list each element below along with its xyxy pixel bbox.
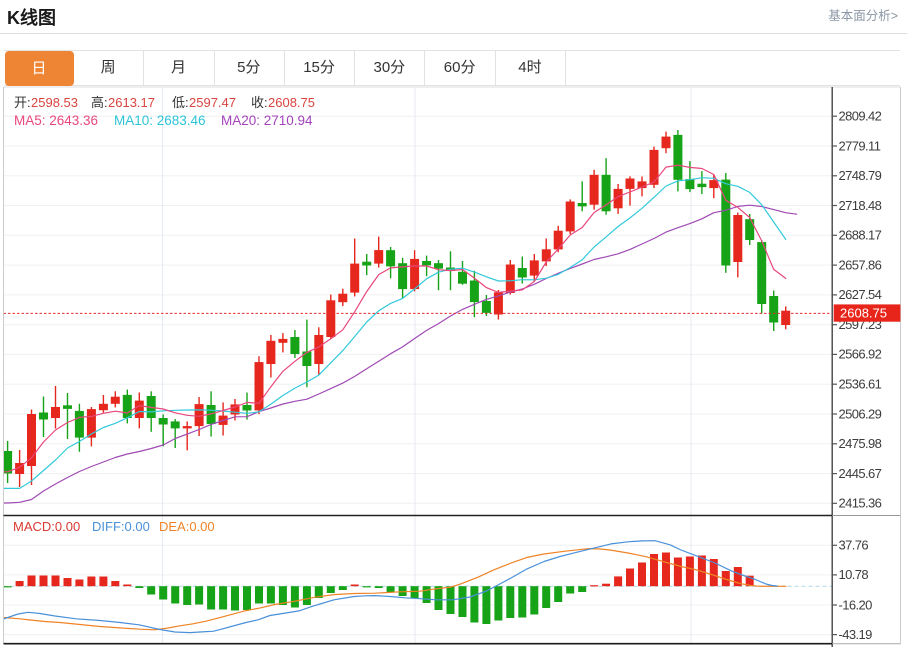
svg-text:2536.61: 2536.61	[839, 377, 882, 392]
svg-text:2608.75: 2608.75	[268, 95, 315, 110]
svg-text:2415.36: 2415.36	[839, 496, 882, 511]
svg-text:2598.53: 2598.53	[31, 95, 78, 110]
svg-text:2475.98: 2475.98	[839, 436, 882, 451]
svg-text:2608.75: 2608.75	[840, 306, 887, 321]
svg-text:MA5: 2643.36: MA5: 2643.36	[14, 113, 98, 128]
svg-text:2566.92: 2566.92	[839, 347, 882, 362]
svg-text:收:: 收:	[251, 95, 268, 110]
svg-text:MA10: 2683.46: MA10: 2683.46	[114, 113, 206, 128]
svg-text:10.78: 10.78	[839, 567, 869, 582]
svg-text:DIFF:0.00: DIFF:0.00	[92, 519, 150, 534]
svg-text:2657.86: 2657.86	[839, 257, 882, 272]
svg-text:MACD:0.00: MACD:0.00	[13, 519, 80, 534]
svg-text:DEA:0.00: DEA:0.00	[159, 519, 215, 534]
svg-text:2748.79: 2748.79	[839, 168, 882, 183]
svg-text:2445.67: 2445.67	[839, 466, 882, 481]
svg-text:2779.11: 2779.11	[839, 138, 881, 153]
svg-text:2597.47: 2597.47	[189, 95, 236, 110]
svg-text:2809.42: 2809.42	[839, 109, 882, 124]
svg-text:高:: 高:	[91, 95, 108, 110]
svg-text:2718.48: 2718.48	[839, 198, 882, 213]
svg-text:-16.20: -16.20	[839, 597, 873, 612]
svg-text:2627.54: 2627.54	[839, 287, 882, 302]
svg-text:开:: 开:	[14, 95, 31, 110]
svg-text:2688.17: 2688.17	[839, 228, 882, 243]
svg-text:低:: 低:	[172, 95, 189, 110]
svg-text:-43.19: -43.19	[839, 627, 873, 642]
svg-text:2613.17: 2613.17	[108, 95, 155, 110]
svg-text:37.76: 37.76	[839, 538, 869, 553]
svg-text:2506.29: 2506.29	[839, 406, 882, 421]
svg-text:MA20: 2710.94: MA20: 2710.94	[221, 113, 313, 128]
